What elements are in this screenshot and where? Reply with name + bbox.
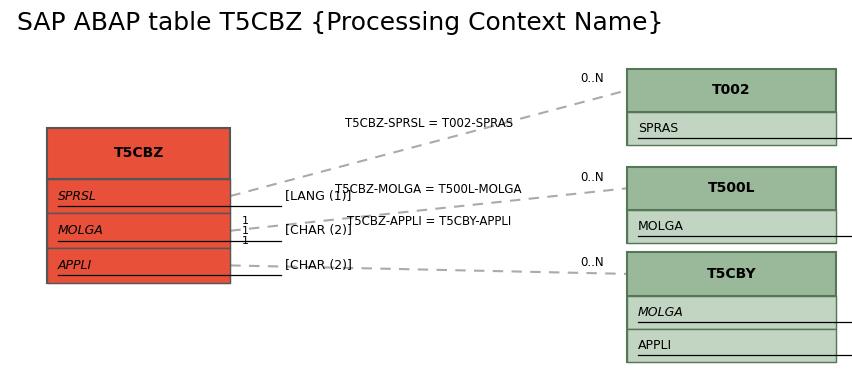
Text: 0..N: 0..N	[579, 170, 603, 184]
Text: APPLI: APPLI	[58, 259, 92, 272]
Bar	[626, 210, 835, 243]
Bar	[47, 213, 230, 248]
Text: T500L: T500L	[707, 181, 754, 195]
Text: 0..N: 0..N	[579, 72, 603, 86]
Bar	[47, 128, 230, 283]
Text: MOLGA: MOLGA	[58, 224, 104, 237]
Text: [CHAR (2)]: [CHAR (2)]	[280, 224, 351, 237]
Text: MOLGA: MOLGA	[637, 306, 683, 319]
Text: [CHAR (2)]: [CHAR (2)]	[280, 259, 351, 272]
Text: 1: 1	[241, 216, 248, 226]
Text: T5CBZ-APPLI = T5CBY-APPLI: T5CBZ-APPLI = T5CBY-APPLI	[346, 215, 510, 228]
Text: SPRSL: SPRSL	[58, 190, 97, 202]
Text: T5CBY: T5CBY	[705, 267, 756, 281]
Text: APPLI: APPLI	[637, 339, 671, 352]
Text: T5CBZ-SPRSL = T002-SPRAS: T5CBZ-SPRSL = T002-SPRAS	[344, 117, 512, 130]
Text: SPRAS: SPRAS	[637, 122, 677, 135]
Bar	[626, 296, 835, 329]
Text: 0..N: 0..N	[579, 256, 603, 269]
Text: 1: 1	[241, 226, 248, 236]
Text: MOLGA: MOLGA	[637, 220, 683, 233]
Text: [LANG (1)]: [LANG (1)]	[280, 190, 351, 202]
Text: 1: 1	[241, 236, 248, 245]
Bar	[626, 329, 835, 362]
Bar	[626, 167, 835, 243]
Bar	[47, 248, 230, 283]
Text: SAP ABAP table T5CBZ {Processing Context Name}: SAP ABAP table T5CBZ {Processing Context…	[17, 11, 663, 35]
Bar	[47, 179, 230, 213]
Bar	[626, 252, 835, 362]
Text: T5CBZ-MOLGA = T500L-MOLGA: T5CBZ-MOLGA = T500L-MOLGA	[335, 183, 521, 196]
Text: T002: T002	[711, 83, 750, 97]
Bar	[626, 112, 835, 145]
Text: T5CBZ: T5CBZ	[113, 146, 164, 160]
Bar	[626, 69, 835, 145]
